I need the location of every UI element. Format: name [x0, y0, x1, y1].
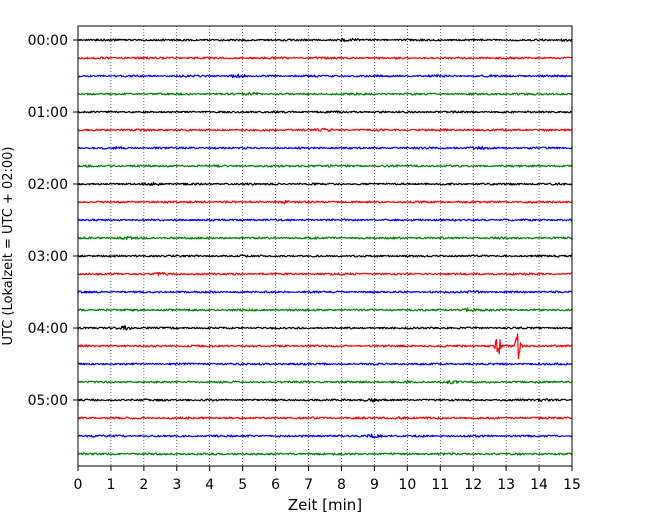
x-tick-label-6: 6 — [271, 477, 280, 493]
x-tick-label-8: 8 — [337, 477, 346, 493]
x-tick-label-9: 9 — [370, 477, 379, 493]
trace-row-0500 — [77, 397, 573, 403]
trace-row-0045 — [77, 91, 573, 96]
trace-row-0130 — [77, 145, 573, 151]
trace-row-0245 — [77, 236, 573, 241]
vertical-grid — [110, 26, 540, 466]
trace-row-0315 — [77, 271, 573, 276]
x-tick-label-10: 10 — [398, 477, 416, 493]
trace-row-0030 — [77, 73, 573, 79]
trace-row-0530 — [77, 433, 573, 439]
trace-row-0015 — [77, 56, 573, 60]
x-tick-label-5: 5 — [238, 477, 247, 493]
x-tick-label-1: 1 — [106, 477, 115, 493]
trace-row-0300 — [77, 254, 573, 258]
x-tick-label-7: 7 — [304, 477, 313, 493]
trace-row-0200 — [77, 181, 573, 186]
x-axis-ticks: 0 1 2 3 4 5 6 7 8 9 10 11 12 13 14 15 — [74, 466, 581, 493]
y-tick-label-5: 05:00 — [28, 393, 68, 409]
trace-row-0400 — [77, 325, 573, 331]
trace-row-0445 — [77, 379, 573, 385]
y-tick-label-3: 03:00 — [28, 249, 68, 265]
trace-row-0545 — [77, 452, 573, 456]
x-tick-label-13: 13 — [497, 477, 515, 493]
x-tick-label-2: 2 — [139, 477, 148, 493]
trace-row-0430 — [77, 362, 573, 366]
x-tick-label-0: 0 — [74, 477, 83, 493]
trace-row-0415 — [77, 333, 573, 360]
x-tick-label-15: 15 — [563, 477, 581, 493]
trace-row-0345 — [77, 307, 573, 313]
trace-row-0330 — [77, 290, 573, 294]
y-axis-ticks: 00:00 01:00 02:00 03:00 04:00 05:00 — [28, 33, 78, 409]
plot-frame — [77, 25, 573, 467]
x-axis-label: Zeit [min] — [288, 496, 362, 514]
x-tick-label-11: 11 — [431, 477, 449, 493]
y-axis-label: UTC (Lokalzeit = UTC + 02:00) — [1, 147, 16, 346]
trace-row-0145 — [77, 164, 573, 168]
x-tick-label-3: 3 — [172, 477, 181, 493]
trace-row-0515 — [77, 416, 573, 420]
seismic-traces — [77, 37, 573, 456]
y-tick-label-2: 02:00 — [28, 177, 68, 193]
trace-row-0000 — [77, 37, 573, 43]
y-tick-label-1: 01:00 — [28, 105, 68, 121]
trace-row-0215 — [77, 199, 573, 205]
y-tick-label-4: 04:00 — [28, 321, 68, 337]
x-tick-label-4: 4 — [205, 477, 214, 493]
trace-row-0100 — [77, 110, 573, 114]
trace-row-0230 — [77, 218, 573, 222]
y-tick-label-0: 00:00 — [28, 33, 68, 49]
x-tick-label-14: 14 — [530, 477, 548, 493]
trace-row-0115 — [77, 127, 573, 132]
x-tick-label-12: 12 — [464, 477, 482, 493]
